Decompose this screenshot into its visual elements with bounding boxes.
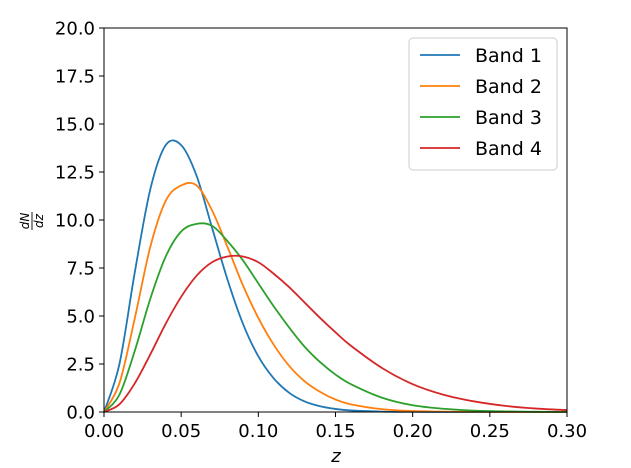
x-tick-label: 0.25 xyxy=(470,421,510,442)
y-axis-label-denominator: dz xyxy=(32,213,46,228)
plot-frame xyxy=(103,27,568,413)
x-tick-label: 0.10 xyxy=(238,421,278,442)
y-axis-label-numerator: dN xyxy=(18,213,32,230)
y-tick-label: 0.0 xyxy=(66,403,95,424)
legend-label-band-1: Band 1 xyxy=(475,45,542,67)
y-tick-label: 20.0 xyxy=(55,19,95,40)
y-tick-label: 2.5 xyxy=(66,355,95,376)
legend: Band 1 Band 2 Band 3 Band 4 xyxy=(408,37,558,171)
y-tick-label: 5.0 xyxy=(66,307,95,328)
x-tick-label: 0.15 xyxy=(315,421,355,442)
x-tick-label: 0.30 xyxy=(547,421,587,442)
y-tick-label: 12.5 xyxy=(55,163,95,184)
x-tick-label: 0.00 xyxy=(84,421,124,442)
legend-box xyxy=(408,37,558,171)
x-ticks: 0.00 0.05 0.10 0.15 0.20 0.25 0.30 xyxy=(84,412,587,442)
y-ticks: 0.0 2.5 5.0 7.5 10.0 12.5 15.0 17.5 20.0 xyxy=(55,19,104,424)
series-line-band-3 xyxy=(103,222,568,413)
x-tick-label: 0.20 xyxy=(393,421,433,442)
y-axis-label: dN dz xyxy=(18,212,46,230)
series-line-band-4 xyxy=(103,254,568,413)
x-axis-label: z xyxy=(330,446,341,467)
y-tick-label: 7.5 xyxy=(66,259,95,280)
curves-layer xyxy=(103,139,568,413)
y-tick-label: 10.0 xyxy=(55,211,95,232)
series-line-band-1 xyxy=(103,139,567,413)
y-tick-label: 15.0 xyxy=(55,115,95,136)
legend-label-band-2: Band 2 xyxy=(475,76,542,98)
y-tick-label: 17.5 xyxy=(55,67,95,88)
x-tick-label: 0.05 xyxy=(161,421,201,442)
legend-label-band-4: Band 4 xyxy=(475,138,542,160)
series-line-band-2 xyxy=(103,182,567,413)
legend-label-band-3: Band 3 xyxy=(475,107,542,129)
